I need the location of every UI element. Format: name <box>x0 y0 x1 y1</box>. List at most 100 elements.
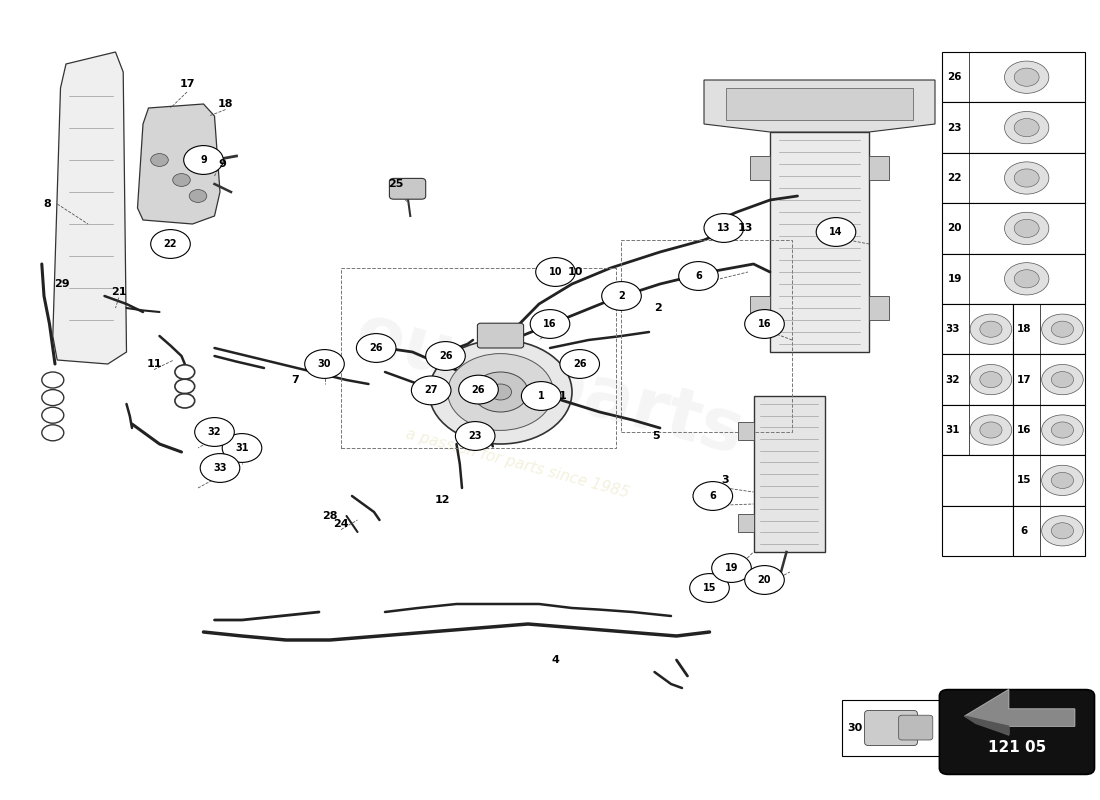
Circle shape <box>448 354 553 430</box>
Circle shape <box>970 314 1012 344</box>
Text: 8: 8 <box>43 199 52 209</box>
Bar <box>942 455 1013 506</box>
Circle shape <box>745 566 784 594</box>
Bar <box>942 52 1085 102</box>
Bar <box>1013 304 1085 354</box>
Text: 26: 26 <box>370 343 383 353</box>
Text: 9: 9 <box>200 155 207 165</box>
Text: 23: 23 <box>469 431 482 441</box>
FancyBboxPatch shape <box>899 715 933 740</box>
Text: 18: 18 <box>218 99 233 109</box>
Circle shape <box>1004 212 1049 245</box>
Circle shape <box>1014 270 1040 288</box>
Bar <box>754 396 825 552</box>
Polygon shape <box>53 52 126 364</box>
Bar <box>1013 506 1085 556</box>
Text: 22: 22 <box>947 173 962 183</box>
Circle shape <box>473 372 528 412</box>
Circle shape <box>602 282 641 310</box>
Circle shape <box>560 350 600 378</box>
Circle shape <box>970 415 1012 445</box>
Circle shape <box>356 334 396 362</box>
Circle shape <box>173 174 190 186</box>
Text: europarts: europarts <box>349 299 751 469</box>
Text: 19: 19 <box>725 563 738 573</box>
Text: 13: 13 <box>738 223 754 233</box>
Circle shape <box>704 214 744 242</box>
Text: 28: 28 <box>322 511 338 521</box>
Text: 1: 1 <box>558 391 566 401</box>
Circle shape <box>980 371 1002 388</box>
Circle shape <box>426 342 465 370</box>
Text: 15: 15 <box>1016 475 1032 486</box>
Bar <box>942 354 1013 405</box>
Text: 21: 21 <box>111 287 126 297</box>
Bar <box>750 296 770 320</box>
FancyBboxPatch shape <box>865 710 917 746</box>
Text: 6: 6 <box>710 491 716 501</box>
Text: 10: 10 <box>568 267 583 277</box>
Text: 31: 31 <box>945 425 960 435</box>
Circle shape <box>679 262 718 290</box>
Text: 25: 25 <box>388 179 404 189</box>
Circle shape <box>690 574 729 602</box>
Circle shape <box>151 154 168 166</box>
Text: 15: 15 <box>703 583 716 593</box>
Text: 16: 16 <box>543 319 557 329</box>
Bar <box>942 506 1013 556</box>
Text: 20: 20 <box>758 575 771 585</box>
Circle shape <box>1042 516 1084 546</box>
Text: 6: 6 <box>695 271 702 281</box>
Circle shape <box>970 365 1012 394</box>
Text: 23: 23 <box>947 122 962 133</box>
Circle shape <box>1014 68 1040 86</box>
Text: 24: 24 <box>333 519 349 529</box>
Bar <box>750 156 770 180</box>
Text: 26: 26 <box>439 351 452 361</box>
Circle shape <box>222 434 262 462</box>
Circle shape <box>1042 415 1084 445</box>
Circle shape <box>151 230 190 258</box>
Text: 33: 33 <box>945 324 960 334</box>
Text: 30: 30 <box>847 723 862 733</box>
FancyBboxPatch shape <box>477 323 524 348</box>
Text: 17: 17 <box>179 79 195 89</box>
Text: 4: 4 <box>551 655 560 665</box>
Text: 26: 26 <box>947 72 962 82</box>
Circle shape <box>1014 169 1040 187</box>
Text: 121 05: 121 05 <box>988 740 1046 755</box>
Circle shape <box>1014 118 1040 137</box>
Circle shape <box>1004 61 1049 94</box>
Bar <box>942 405 1013 455</box>
Polygon shape <box>704 80 935 132</box>
FancyBboxPatch shape <box>939 690 1094 774</box>
Circle shape <box>1004 262 1049 295</box>
Text: 7: 7 <box>290 375 299 385</box>
Circle shape <box>693 482 733 510</box>
Circle shape <box>521 382 561 410</box>
Bar <box>1013 455 1085 506</box>
FancyBboxPatch shape <box>389 178 426 199</box>
Text: 26: 26 <box>573 359 586 369</box>
Text: 31: 31 <box>235 443 249 453</box>
Text: 26: 26 <box>472 385 485 394</box>
Text: 11: 11 <box>146 359 162 369</box>
Circle shape <box>1042 365 1084 394</box>
Circle shape <box>1004 111 1049 144</box>
Bar <box>726 88 913 120</box>
Bar <box>942 304 1013 354</box>
Circle shape <box>459 375 498 404</box>
Circle shape <box>195 418 234 446</box>
Text: 14: 14 <box>829 227 843 237</box>
Text: 16: 16 <box>1016 425 1032 435</box>
Text: 1: 1 <box>538 391 544 401</box>
Circle shape <box>980 422 1002 438</box>
Circle shape <box>1052 422 1074 438</box>
Circle shape <box>745 310 784 338</box>
Text: 6: 6 <box>1021 526 1027 536</box>
Text: 2: 2 <box>618 291 625 301</box>
Text: 12: 12 <box>434 495 450 505</box>
Circle shape <box>200 454 240 482</box>
Text: 29: 29 <box>54 279 69 289</box>
Bar <box>738 514 754 532</box>
